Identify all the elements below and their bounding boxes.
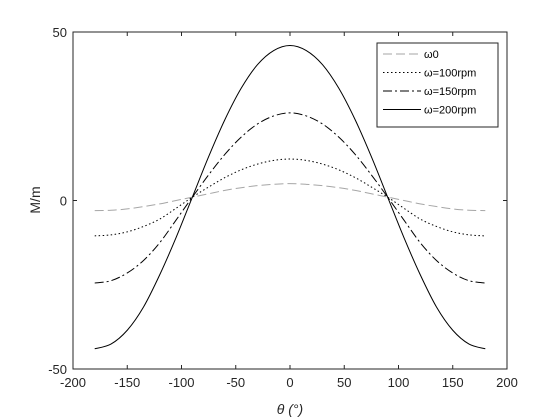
y-axis-label: M/m bbox=[27, 186, 43, 213]
legend-label-2: ω=150rpm bbox=[424, 86, 476, 98]
series-lines bbox=[94, 44, 486, 350]
legend-box bbox=[376, 42, 499, 128]
x-tick-label: 50 bbox=[337, 375, 351, 390]
legend-label-1: ω=100rpm bbox=[424, 68, 476, 80]
x-tick-label: 150 bbox=[442, 375, 464, 390]
y-tick-label: -50 bbox=[48, 362, 67, 377]
y-tick-label: 50 bbox=[53, 25, 67, 40]
x-tick-label: -100 bbox=[168, 375, 194, 390]
series-line-3 bbox=[94, 44, 486, 350]
x-tick-label: 0 bbox=[286, 375, 293, 390]
x-tick-label: -50 bbox=[226, 375, 245, 390]
legend: ω0 ω=100rpm ω=150rpm ω=200rpm bbox=[376, 42, 499, 128]
series-line-1 bbox=[94, 158, 486, 237]
series-line-0 bbox=[94, 183, 486, 212]
axis-ticks: -200 -150 -100 -50 0 50 100 150 200 -50 0 50 bbox=[48, 25, 518, 390]
x-axis-label: θ (°) bbox=[277, 401, 303, 417]
x-tick-label: 100 bbox=[388, 375, 410, 390]
y-tick-label: 0 bbox=[60, 194, 67, 209]
x-tick-label: -150 bbox=[114, 375, 140, 390]
x-tick-label: -200 bbox=[60, 375, 86, 390]
legend-label-3: ω=200rpm bbox=[424, 105, 476, 117]
legend-label-0: ω0 bbox=[424, 49, 439, 61]
x-tick-label: 200 bbox=[496, 375, 518, 390]
series-line-2 bbox=[94, 112, 486, 284]
